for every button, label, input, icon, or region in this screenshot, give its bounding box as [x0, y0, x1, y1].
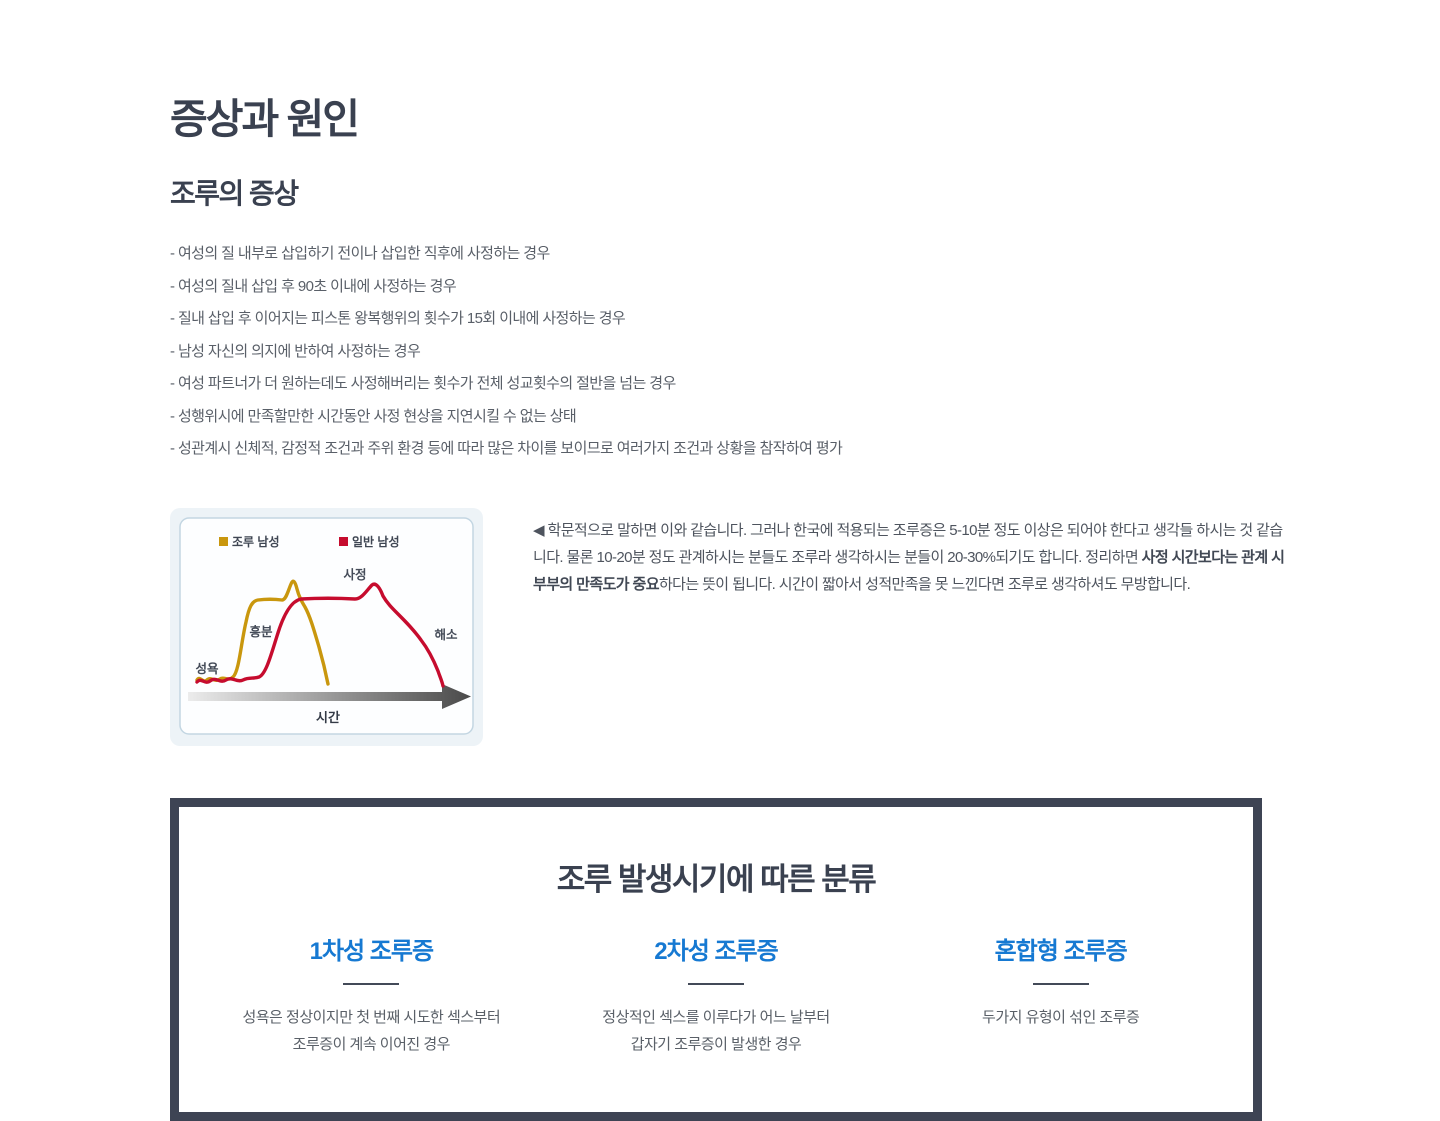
classification-column-primary: 1차성 조루증 성욕은 정상이지만 첫 번째 시도한 섹스부터 조루증이 계속 … [199, 931, 544, 1058]
annotation-desire: 성욕 [195, 661, 219, 676]
column-title: 혼합형 조루증 [994, 937, 1128, 965]
column-divider [343, 982, 400, 985]
chart-panel [179, 516, 474, 735]
annotation-resolution: 해소 [434, 627, 458, 642]
arousal-time-chart: 조루 남성 일반 남성 시간 성욕 흥분 사정 해소 [170, 507, 483, 746]
symptom-item: - 질내 삽입 후 이어지는 피스톤 왕복행위의 횟수가 15회 이내에 사정하… [170, 310, 626, 328]
annotation-ejaculation: 사정 [343, 567, 366, 582]
annotation-arousal: 흥분 [249, 624, 273, 639]
legend-swatch-normal [339, 536, 348, 546]
normal-male-curve [195, 582, 445, 688]
classification-column-secondary: 2차성 조루증 정상적인 섹스를 이루다가 어느 날부터 갑자기 조루증이 발생… [544, 931, 889, 1058]
legend-label-normal: 일반 남성 [352, 534, 400, 549]
arousal-time-chart-svg: 조루 남성 일반 남성 시간 성욕 흥분 사정 해소 [179, 516, 474, 735]
symptom-item: - 여성 파트너가 더 원하는데도 사정해버리는 횟수가 전체 성교횟수의 절반… [170, 375, 676, 393]
intro-paragraph: ◀ 학문적으로 말하면 이와 같습니다. 그러나 한국에 적용되는 조루증은 5… [533, 508, 1285, 598]
intro-text-part1: ◀ 학문적으로 말하면 이와 같습니다. 그러나 한국에 적용되는 조루증은 5… [533, 521, 1283, 566]
symptom-item: - 성행위시에 만족할만한 시간동안 사정 현상을 지연시킬 수 없는 상태 [170, 407, 577, 425]
symptom-item: - 남성 자신의 의지에 반하여 사정하는 경우 [170, 342, 421, 360]
legend-label-pe: 조루 남성 [232, 534, 280, 549]
symptom-item: - 여성의 질내 삽입 후 90초 이내에 사정하는 경우 [170, 277, 457, 295]
column-title: 2차성 조루증 [654, 937, 778, 965]
column-divider [688, 982, 744, 985]
column-title: 1차성 조루증 [309, 937, 434, 965]
legend-swatch-pe [219, 536, 228, 546]
column-body: 두가지 유형이 섞인 조루증 [982, 1008, 1140, 1026]
intro-text-emphasis: 사정 시간보다는 관계 시 부부의 만족도가 중요 [533, 548, 1285, 593]
column-body: 성욕은 정상이지만 첫 번째 시도한 섹스부터 조루증이 계속 이어진 경우 [242, 1008, 501, 1053]
classification-title: 조루 발생시기에 따른 분류 [556, 861, 877, 897]
classification-column-mixed: 혼합형 조루증 두가지 유형이 섞인 조루증 [888, 931, 1233, 1058]
chart-section: 조루 남성 일반 남성 시간 성욕 흥분 사정 해소 ◀ 학문적으로 말하면 이… [170, 507, 1285, 746]
time-axis-arrow [188, 683, 471, 709]
column-body: 정상적인 섹스를 이루다가 어느 날부터 갑자기 조루증이 발생한 경우 [602, 1008, 830, 1053]
main-content: 증상과 원인 조루의 증상 - 여성의 질 내부로 삽입하기 전이나 삽입한 직… [170, 0, 1285, 1121]
section-title: 조루의 증상 [170, 178, 299, 210]
column-divider [1032, 982, 1089, 985]
intro-text-part3: 하다는 뜻이 됩니다. 시간이 짧아서 성적만족을 못 느낀다면 조루로 생각하… [658, 575, 1191, 593]
x-axis-label: 시간 [316, 710, 340, 725]
symptom-list: - 여성의 질 내부로 삽입하기 전이나 삽입한 직후에 사정하는 경우 - 여… [170, 238, 1285, 466]
symptom-item: - 여성의 질 내부로 삽입하기 전이나 삽입한 직후에 사정하는 경우 [170, 245, 550, 263]
page-title: 증상과 원인 [170, 96, 360, 142]
classification-box: 조루 발생시기에 따른 분류 1차성 조루증 성욕은 정상이지만 첫 번째 시도… [170, 797, 1262, 1121]
symptom-item: - 성관계시 신체적, 감정적 조건과 주위 환경 등에 따라 많은 차이를 보… [170, 440, 843, 458]
classification-columns: 1차성 조루증 성욕은 정상이지만 첫 번째 시도한 섹스부터 조루증이 계속 … [199, 931, 1233, 1058]
